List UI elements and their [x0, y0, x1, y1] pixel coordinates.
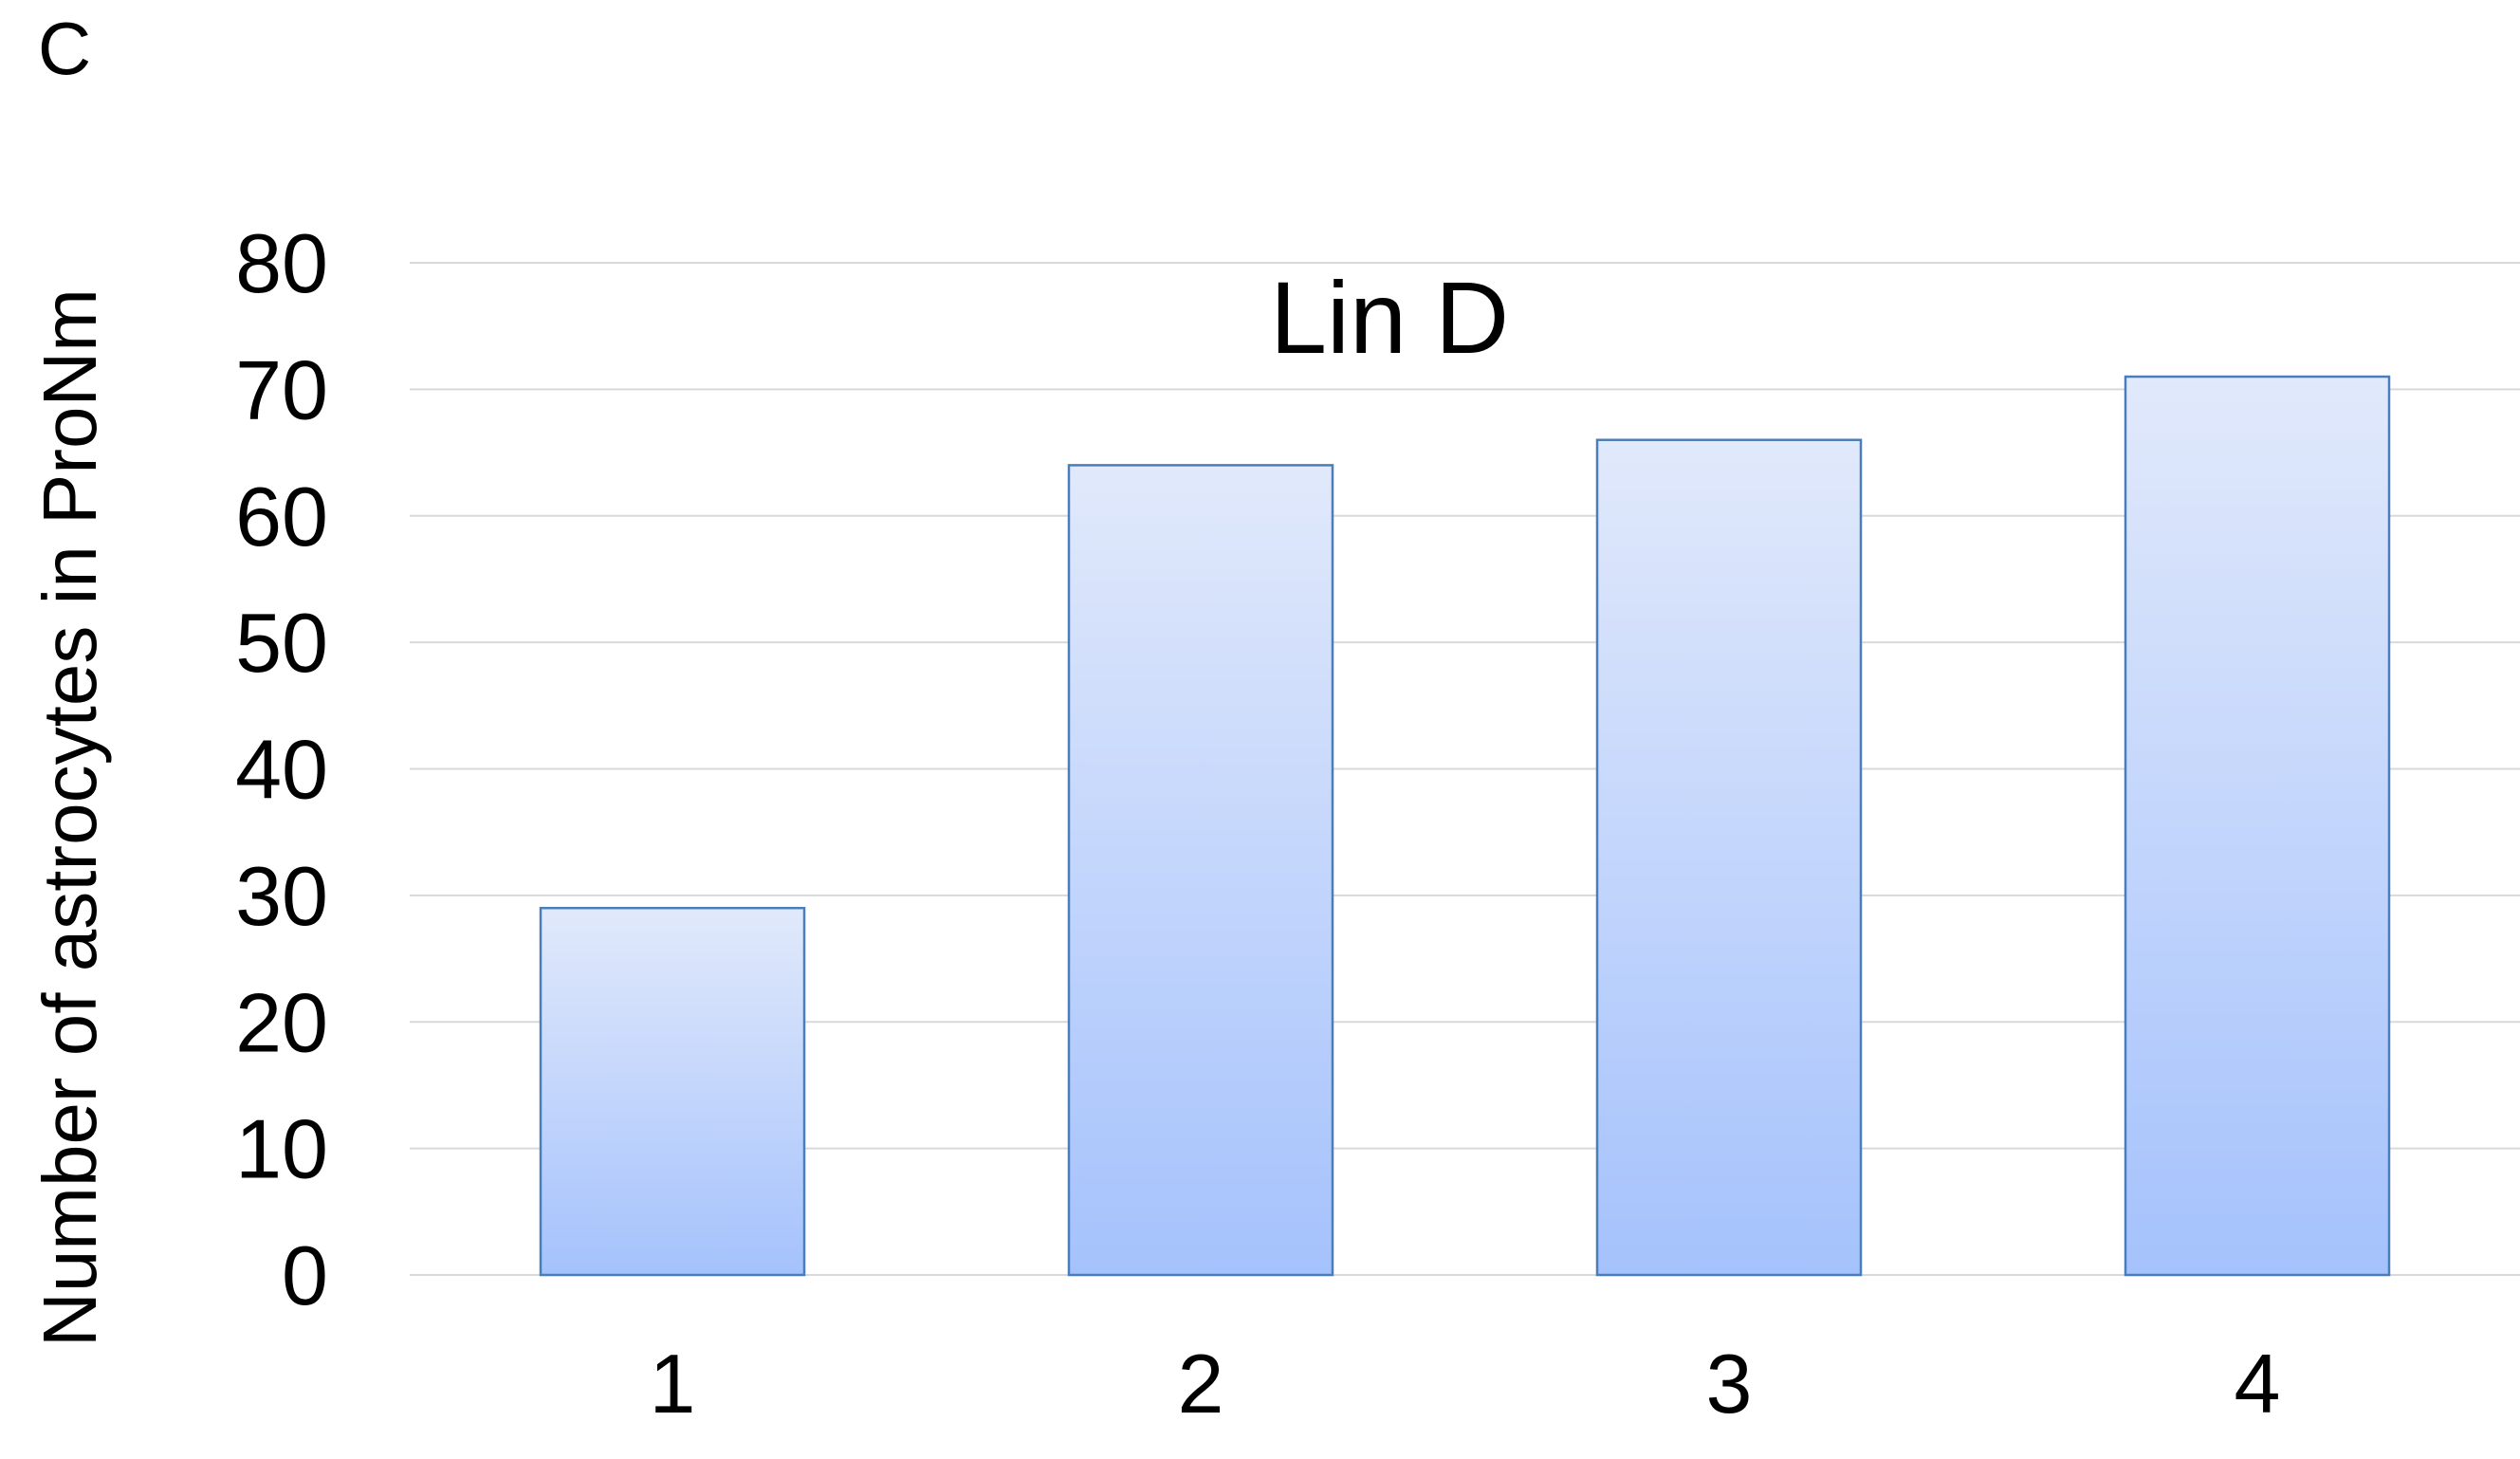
chart-title: Lin D: [1270, 260, 1509, 375]
bar-1: [539, 906, 806, 1277]
bar-4: [2124, 375, 2391, 1277]
y-axis-title: Number of astrocytes in ProNm: [28, 288, 112, 1347]
x-tick-label-1: 1: [650, 1337, 696, 1431]
y-axis-ticks: 0 10 20 30 40 50 60 70 80: [235, 216, 328, 1322]
y-tick-label-60: 60: [235, 470, 328, 563]
x-tick-label-3: 3: [1706, 1337, 1753, 1431]
x-tick-label-2: 2: [1178, 1337, 1224, 1431]
y-tick-label-80: 80: [235, 216, 328, 310]
y-tick-label-0: 0: [282, 1228, 328, 1322]
x-tick-label-4: 4: [2235, 1337, 2281, 1431]
x-axis-ticks: 1 2 3 4: [650, 1337, 2281, 1431]
bar-2: [1067, 464, 1334, 1277]
panel-label: C: [38, 7, 91, 90]
y-tick-label-40: 40: [235, 723, 328, 817]
y-tick-label-20: 20: [235, 975, 328, 1069]
bars: [539, 375, 2391, 1277]
y-tick-label-30: 30: [235, 849, 328, 943]
bar-3: [1595, 438, 1863, 1277]
y-tick-label-50: 50: [235, 596, 328, 690]
y-tick-label-70: 70: [235, 342, 328, 436]
y-tick-label-10: 10: [235, 1102, 328, 1196]
